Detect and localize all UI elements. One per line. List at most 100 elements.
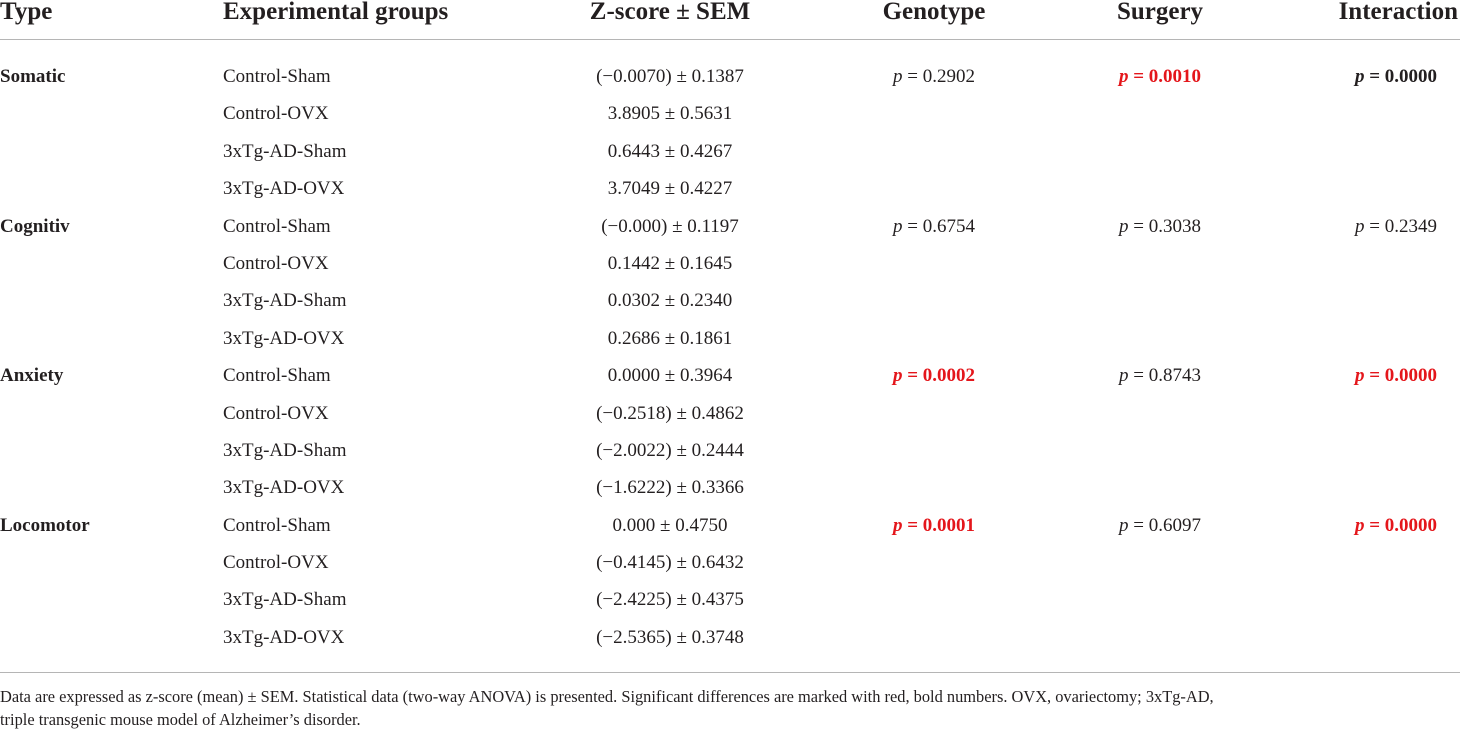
zscore-value: 3.7049 ± 0.4227: [607, 178, 733, 200]
p-symbol: p: [1118, 66, 1129, 87]
p-symbol: p: [1119, 365, 1129, 387]
experimental-group: Control-Sham: [223, 365, 331, 387]
footnote-line-1: Data are expressed as z-score (mean) ± S…: [0, 687, 1214, 706]
interaction-p-value: p = 0.0000: [1355, 507, 1437, 544]
footer-rule: [0, 672, 1460, 673]
footnote-line-2: triple transgenic mouse model of Alzheim…: [0, 710, 361, 729]
p-value-number: = 0.3038: [1128, 215, 1201, 237]
table-row: Somatic Control-Sham (−0.0070) ± 0.1387 p =…: [0, 58, 1460, 95]
p-symbol: p: [892, 514, 903, 536]
table-row: Locomotor Control-Sham 0.000 ± 0.4750 p = 0…: [0, 507, 1460, 544]
genotype-p-value: p = 0.0002: [893, 357, 975, 394]
table-row: 3xTg-AD-OVX (−2.5365) ± 0.3748: [0, 619, 1460, 656]
table-row: Control-OVX 3.8905 ± 0.5631: [0, 95, 1460, 132]
header-interaction: Interaction: [1338, 0, 1458, 25]
zscore-value: (−2.5365) ± 0.3748: [596, 626, 744, 648]
p-value-number: = 0.2902: [902, 66, 975, 87]
experimental-group: 3xTg-AD-OVX: [223, 626, 345, 648]
table-row: 3xTg-AD-OVX 3.7049 ± 0.4227: [0, 170, 1460, 207]
experimental-group: Control-OVX: [223, 402, 329, 424]
table-row: Cognitiv Control-Sham (−0.000) ± 0.1197 p =…: [0, 208, 1460, 245]
genotype-p-value: p = 0.0001: [893, 507, 975, 544]
interaction-p-value: p = 0.0000: [1355, 357, 1437, 394]
zscore-value: (−0.0070) ± 0.1387: [596, 66, 744, 87]
experimental-group: 3xTg-AD-OVX: [223, 477, 345, 499]
experimental-group: Control-Sham: [223, 215, 331, 237]
experimental-group: Control-OVX: [223, 103, 329, 125]
p-value-number: = 0.8743: [1128, 365, 1201, 387]
p-symbol: p: [1354, 66, 1365, 87]
zscore-value: 0.0302 ± 0.2340: [607, 290, 733, 312]
surgery-p-value: p = 0.3038: [1119, 208, 1201, 245]
zscore-value: 0.000 ± 0.4750: [612, 514, 728, 536]
genotype-p-value: p = 0.6754: [893, 208, 975, 245]
experimental-group: 3xTg-AD-Sham: [223, 439, 347, 461]
zscore-value: 0.1442 ± 0.1645: [607, 252, 733, 274]
zscore-value: (−2.4225) ± 0.4375: [596, 589, 744, 611]
header-type: Type: [0, 0, 53, 25]
p-symbol: p: [893, 215, 903, 237]
type-label: Somatic: [0, 66, 66, 87]
zscore-value: (−2.0022) ± 0.2444: [596, 439, 744, 461]
experimental-group: 3xTg-AD-Sham: [223, 290, 347, 312]
p-value-number: = 0.0001: [902, 514, 976, 536]
p-symbol: p: [1354, 365, 1365, 387]
surgery-p-value: p = 0.0010: [1119, 58, 1201, 95]
type-label: Cognitiv: [0, 215, 70, 237]
table-header: Type Experimental groups Z-score ± SEM G…: [0, 0, 1460, 40]
p-symbol: p: [1119, 215, 1129, 237]
type-label: Anxiety: [0, 365, 64, 387]
zscore-value: 0.6443 ± 0.4267: [607, 140, 733, 162]
p-symbol: p: [893, 66, 903, 87]
interaction-p-value: p = 0.0000: [1355, 58, 1437, 95]
zscore-value: (−1.6222) ± 0.3366: [596, 477, 744, 499]
type-label: Locomotor: [0, 514, 90, 536]
p-value-number: = 0.0000: [1364, 66, 1438, 87]
p-value-number: = 0.6754: [902, 215, 975, 237]
experimental-group: Control-Sham: [223, 66, 331, 87]
p-symbol: p: [892, 365, 903, 387]
experimental-group: 3xTg-AD-OVX: [223, 178, 345, 200]
experimental-group: Control-OVX: [223, 552, 329, 574]
genotype-p-value: p = 0.2902: [893, 58, 975, 95]
header-zscore: Z-score ± SEM: [589, 0, 751, 25]
p-value-number: = 0.2349: [1364, 215, 1437, 237]
table-row: Control-OVX 0.1442 ± 0.1645: [0, 245, 1460, 282]
header-rule: [0, 39, 1460, 40]
experimental-group: Control-OVX: [223, 252, 329, 274]
table-row: Control-OVX (−0.2518) ± 0.4862: [0, 395, 1460, 432]
table-row: 3xTg-AD-Sham 0.6443 ± 0.4267: [0, 133, 1460, 170]
p-value-number: = 0.0002: [902, 365, 976, 387]
zscore-value: (−0.2518) ± 0.4862: [596, 402, 744, 424]
table-row: 3xTg-AD-Sham 0.0302 ± 0.2340: [0, 282, 1460, 319]
table-row: 3xTg-AD-OVX 0.2686 ± 0.1861: [0, 320, 1460, 357]
table-row: Anxiety Control-Sham 0.0000 ± 0.3964 p = 0.…: [0, 357, 1460, 394]
table-body: Somatic Control-Sham (−0.0070) ± 0.1387 p =…: [0, 58, 1460, 656]
table-row: 3xTg-AD-OVX (−1.6222) ± 0.3366: [0, 469, 1460, 506]
table-row: 3xTg-AD-Sham (−2.4225) ± 0.4375: [0, 581, 1460, 618]
experimental-group: 3xTg-AD-Sham: [223, 589, 347, 611]
zscore-value: 0.2686 ± 0.1861: [607, 327, 733, 349]
interaction-p-value: p = 0.2349: [1355, 208, 1437, 245]
p-symbol: p: [1354, 514, 1365, 536]
surgery-p-value: p = 0.8743: [1119, 357, 1201, 394]
p-value-number: = 0.0000: [1364, 514, 1438, 536]
p-value-number: = 0.6097: [1128, 514, 1201, 536]
header-genotype: Genotype: [882, 0, 986, 25]
experimental-group: Control-Sham: [223, 514, 331, 536]
experimental-group: 3xTg-AD-OVX: [223, 327, 345, 349]
zscore-value: (−0.000) ± 0.1197: [601, 215, 739, 237]
zscore-value: 0.0000 ± 0.3964: [607, 365, 733, 387]
p-symbol: p: [1355, 215, 1365, 237]
table-row: Control-OVX (−0.4145) ± 0.6432: [0, 544, 1460, 581]
surgery-p-value: p = 0.6097: [1119, 507, 1201, 544]
header-surgery: Surgery: [1116, 0, 1204, 25]
table-row: 3xTg-AD-Sham (−2.0022) ± 0.2444: [0, 432, 1460, 469]
p-value-number: = 0.0000: [1364, 365, 1438, 387]
p-symbol: p: [1119, 514, 1129, 536]
header-experimental-groups: Experimental groups: [223, 0, 449, 25]
experimental-group: 3xTg-AD-Sham: [223, 140, 347, 162]
p-value-number: = 0.0010: [1128, 66, 1202, 87]
table-footnote: Data are expressed as z-score (mean) ± S…: [0, 685, 1460, 731]
zscore-value: (−0.4145) ± 0.6432: [596, 552, 744, 574]
